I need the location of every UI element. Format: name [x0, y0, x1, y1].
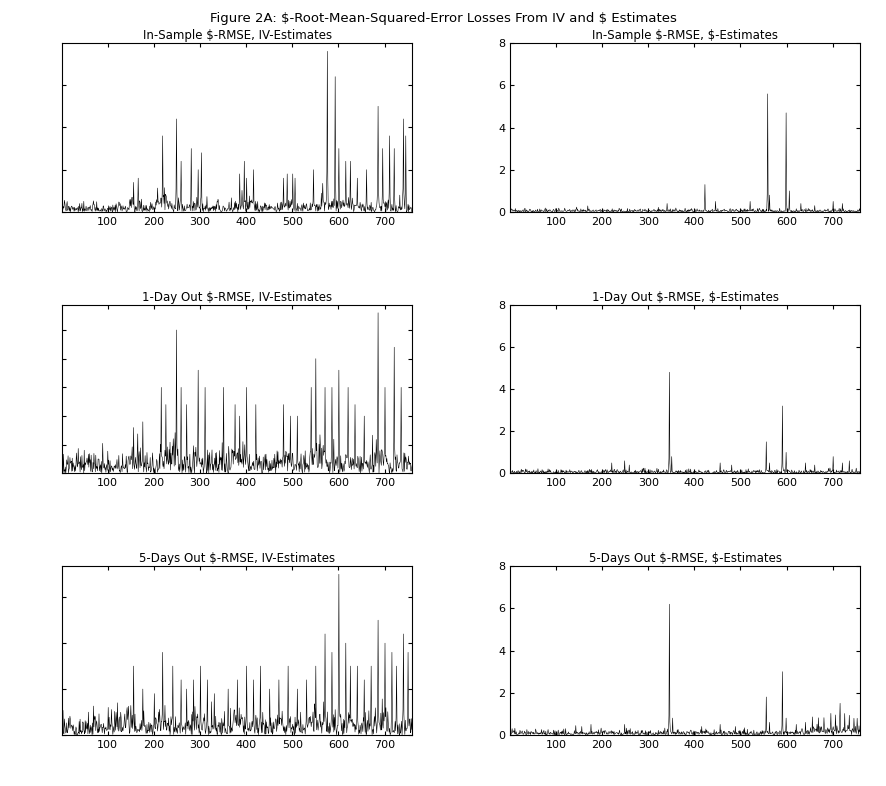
- Title: In-Sample \$-RMSE, \$-Estimates: In-Sample \$-RMSE, \$-Estimates: [592, 29, 777, 42]
- Title: 1-Day Out \$-RMSE, \$-Estimates: 1-Day Out \$-RMSE, \$-Estimates: [591, 291, 778, 303]
- Title: In-Sample \$-RMSE, IV-Estimates: In-Sample \$-RMSE, IV-Estimates: [143, 29, 331, 42]
- Title: 5-Days Out \$-RMSE, \$-Estimates: 5-Days Out \$-RMSE, \$-Estimates: [588, 552, 781, 565]
- Text: Figure 2A: \$-Root-Mean-Squared-Error Losses From IV and \$ Estimates: Figure 2A: \$-Root-Mean-Squared-Error Lo…: [210, 12, 676, 25]
- Title: 5-Days Out \$-RMSE, IV-Estimates: 5-Days Out \$-RMSE, IV-Estimates: [139, 552, 335, 565]
- Title: 1-Day Out \$-RMSE, IV-Estimates: 1-Day Out \$-RMSE, IV-Estimates: [142, 291, 332, 303]
